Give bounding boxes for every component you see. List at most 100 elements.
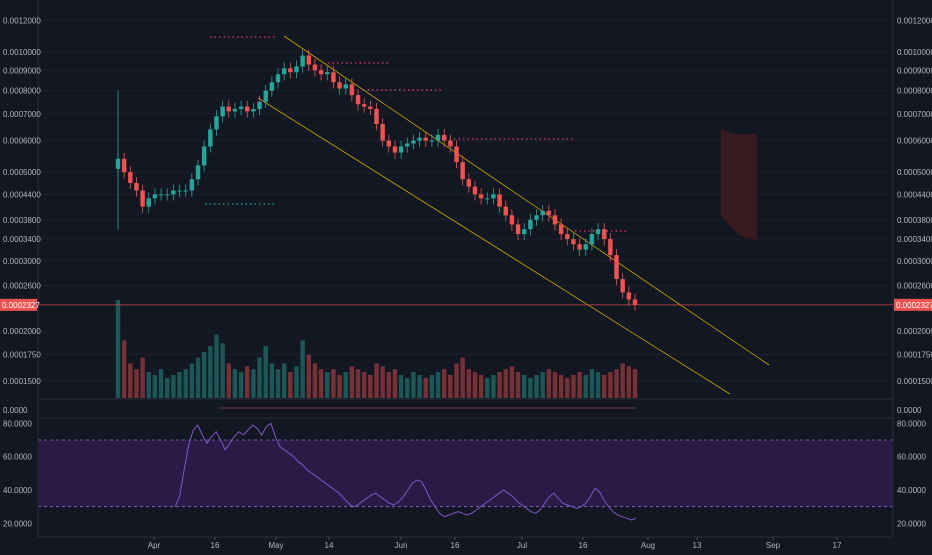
- price-tick-label-right: 0.0010000: [897, 48, 932, 57]
- volume-bar: [558, 374, 564, 398]
- volume-bar: [318, 369, 324, 398]
- volume-bar: [294, 366, 299, 398]
- candle-body: [466, 179, 472, 187]
- volume-bar: [466, 369, 472, 398]
- candle-body: [257, 101, 262, 109]
- volume-bar: [577, 372, 582, 398]
- candle-body: [540, 210, 545, 216]
- volume-bar: [460, 357, 465, 398]
- volume-bar: [595, 372, 601, 398]
- volume-bar: [441, 369, 447, 398]
- rsi-tick-label-left: 60.0000: [3, 453, 32, 462]
- price-tick-label-right: 0.0003800: [897, 216, 932, 225]
- candle-body: [558, 224, 564, 235]
- rsi-tick-label-right: 80.0000: [897, 419, 926, 428]
- price-tick-label-right: 0.0007000: [897, 110, 932, 119]
- volume-bar: [423, 377, 428, 398]
- price-tick-label-right: 0.0002000: [897, 327, 932, 336]
- volume-bar: [417, 374, 422, 398]
- dotted-levels: [205, 36, 629, 232]
- candle-body: [312, 64, 318, 71]
- volume-bar: [405, 377, 410, 398]
- candle-body: [325, 72, 330, 75]
- volume-bar: [614, 369, 619, 398]
- candle-body: [497, 194, 502, 207]
- candle-body: [521, 229, 527, 235]
- time-tick-label: Sep: [766, 541, 781, 550]
- candle-body: [626, 292, 632, 300]
- volume-bar: [257, 357, 262, 398]
- volume-bar: [343, 372, 348, 398]
- candle-body: [134, 182, 139, 191]
- volume-bar: [263, 346, 268, 398]
- candle-body: [435, 134, 441, 141]
- candle-body: [478, 194, 484, 199]
- candle-body: [503, 206, 508, 216]
- volume-bar: [306, 354, 312, 398]
- time-tick-label: 13: [693, 541, 702, 550]
- candle-body: [460, 162, 465, 180]
- candle-body: [337, 82, 342, 89]
- candle-body: [423, 137, 428, 141]
- candle-body: [448, 140, 453, 147]
- volume-bar: [448, 374, 453, 398]
- candle-body: [602, 229, 607, 240]
- price-tick-label-right: 0.0001750: [897, 350, 932, 359]
- rsi-tick-label-left: 40.0000: [3, 486, 32, 495]
- candle-body: [288, 68, 293, 73]
- volume-bar: [281, 363, 287, 398]
- resistance-zone: [721, 129, 757, 240]
- candle-body: [208, 129, 213, 147]
- price-tick-label-right: 0.0002600: [897, 282, 932, 291]
- volume-bar: [497, 372, 502, 398]
- candle-body: [405, 143, 410, 147]
- descending-channel[interactable]: [257, 35, 770, 395]
- volume-bar: [245, 366, 250, 398]
- candle-body: [528, 219, 533, 230]
- volume-bar: [140, 357, 145, 398]
- volume-bar: [608, 372, 613, 398]
- volume-bar: [380, 366, 385, 398]
- candle-body: [281, 68, 287, 75]
- volume-bar: [368, 374, 373, 398]
- price-tick-label-right: 0.0005000: [897, 168, 932, 177]
- indicator-tick-label-left: 0.0000: [3, 406, 28, 415]
- volume-bar: [454, 363, 459, 398]
- volume-bar: [571, 374, 576, 398]
- volume-bar: [337, 374, 342, 398]
- volume-bar: [121, 340, 127, 398]
- candle-body: [165, 194, 170, 196]
- candles: [115, 49, 638, 311]
- candle-body: [441, 134, 447, 141]
- candle-body: [515, 224, 521, 235]
- price-tick-label-left: 0.0004400: [3, 190, 41, 199]
- volume-bar: [534, 374, 539, 398]
- candle-body: [392, 146, 398, 153]
- rsi-tick-label-left: 20.0000: [3, 519, 32, 528]
- volume-bar: [411, 372, 416, 398]
- volume-bar: [165, 377, 170, 398]
- volume-bar: [189, 363, 195, 398]
- price-tick-label-left: 0.0001500: [3, 377, 41, 386]
- candle-body: [368, 106, 373, 109]
- volume-bar: [632, 369, 638, 398]
- candle-body: [534, 215, 539, 220]
- price-tick-label-left: 0.0007000: [3, 110, 41, 119]
- candle-body: [454, 146, 459, 163]
- last-price-tag-right: [894, 298, 932, 311]
- volume-bar: [288, 372, 293, 398]
- time-tick-label: Apr: [148, 541, 161, 550]
- candle-body: [589, 234, 595, 245]
- price-tick-label-left: 0.0001750: [3, 350, 41, 359]
- candle-body: [417, 137, 422, 141]
- candle-body: [491, 194, 496, 199]
- time-tick-label: Jun: [395, 541, 408, 550]
- candle-body: [318, 70, 324, 75]
- candle-body: [472, 186, 478, 195]
- candle-body: [571, 239, 576, 245]
- candle-body: [121, 158, 127, 173]
- candle-body: [608, 239, 613, 256]
- volume-bar: [128, 363, 133, 398]
